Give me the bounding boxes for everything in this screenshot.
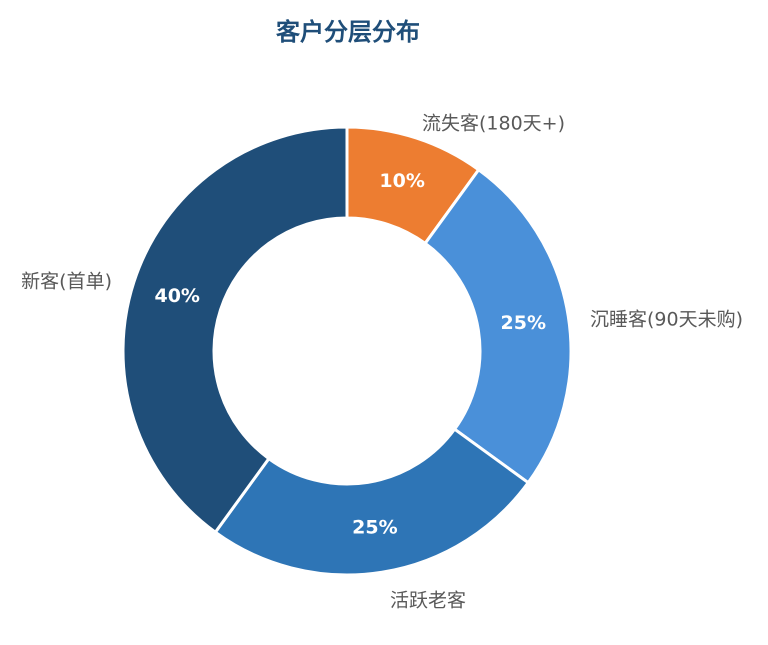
- category-label-2: 沉睡客(90天未购): [590, 309, 743, 331]
- value-labels-group: 10% 25% 25% 40%: [154, 170, 546, 538]
- value-label-3: 25%: [352, 516, 397, 538]
- value-label-1: 10%: [379, 170, 424, 192]
- slices-group: [121, 125, 573, 577]
- slice-3: [213, 427, 530, 577]
- slice-2: [423, 168, 573, 485]
- chart-title: 客户分层分布: [276, 18, 420, 46]
- category-label-1: 流失客(180天+): [422, 113, 565, 135]
- value-label-4: 40%: [154, 285, 199, 307]
- slice-4: [121, 125, 349, 534]
- value-label-2: 25%: [501, 312, 546, 334]
- category-label-4: 新客(首单): [21, 271, 112, 293]
- category-label-3: 活跃老客: [390, 590, 466, 612]
- category-labels-group: 流失客(180天+) 沉睡客(90天未购) 活跃老客 新客(首单): [21, 113, 743, 612]
